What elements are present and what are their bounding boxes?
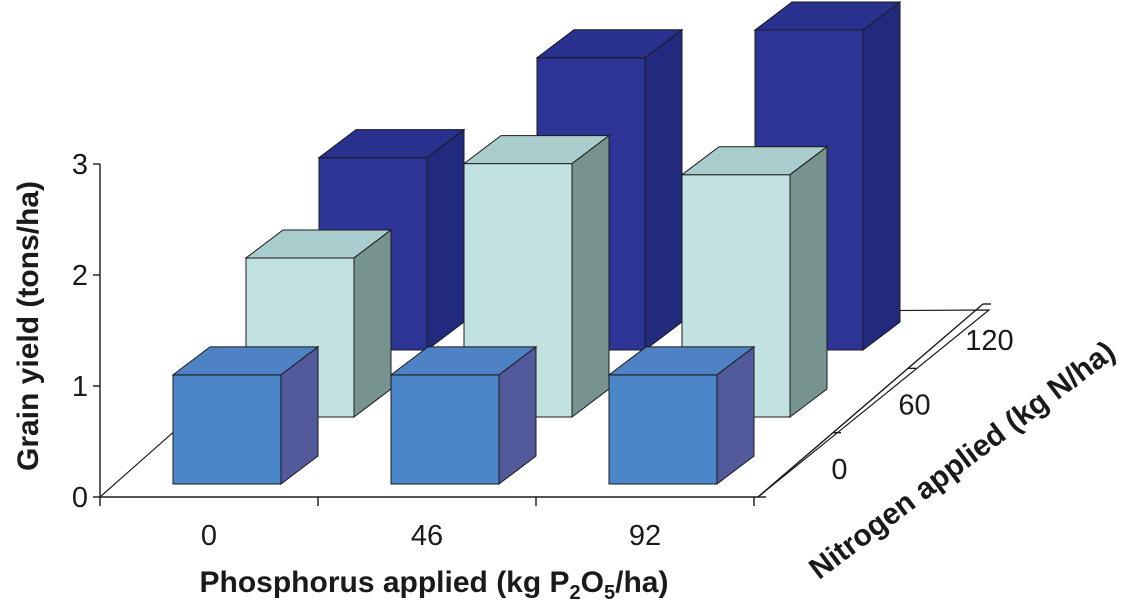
x-axis: 0 46 92 (99, 496, 758, 552)
y-axis-title: Grain yield (tons/ha) (12, 181, 45, 471)
depth-tick-label: 0 (831, 454, 847, 486)
bar-front-face (390, 374, 500, 485)
x-axis-title: Phosphorus applied (kg P2O5/ha) (200, 566, 669, 604)
y-axis: 0 1 2 3 (72, 149, 101, 514)
bar-side-face (571, 134, 610, 419)
y-tick-label: 0 (72, 482, 88, 514)
bar (389, 345, 538, 486)
bar (171, 345, 320, 486)
y-tick-label: 3 (72, 149, 88, 181)
bar-front-face (172, 374, 282, 485)
depth-axis: 0 60 120 (757, 303, 1014, 498)
depth-tick-label: 60 (898, 390, 930, 422)
depth-axis-line (757, 303, 984, 498)
depth-axis-title: Nitrogen applied (kg N/ha) (803, 335, 1121, 586)
bar-side-face (644, 28, 683, 352)
bar (607, 345, 756, 486)
bar-side-face (716, 345, 755, 486)
bar-side-face (498, 345, 537, 486)
depth-tick-label: 120 (965, 325, 1013, 357)
bar-side-face (426, 128, 465, 352)
bar-side-face (789, 145, 828, 419)
x-tick-label: 46 (411, 520, 443, 552)
x-tick-label: 92 (629, 520, 661, 552)
y-tick-label: 1 (72, 371, 88, 403)
y-tick-label: 2 (72, 260, 88, 292)
bar-side-face (353, 228, 392, 419)
x-tick-label: 0 (201, 520, 217, 552)
bar-front-face (608, 374, 718, 485)
bars (171, 0, 902, 486)
bar-side-face (862, 0, 901, 352)
bar-side-face (280, 345, 319, 486)
